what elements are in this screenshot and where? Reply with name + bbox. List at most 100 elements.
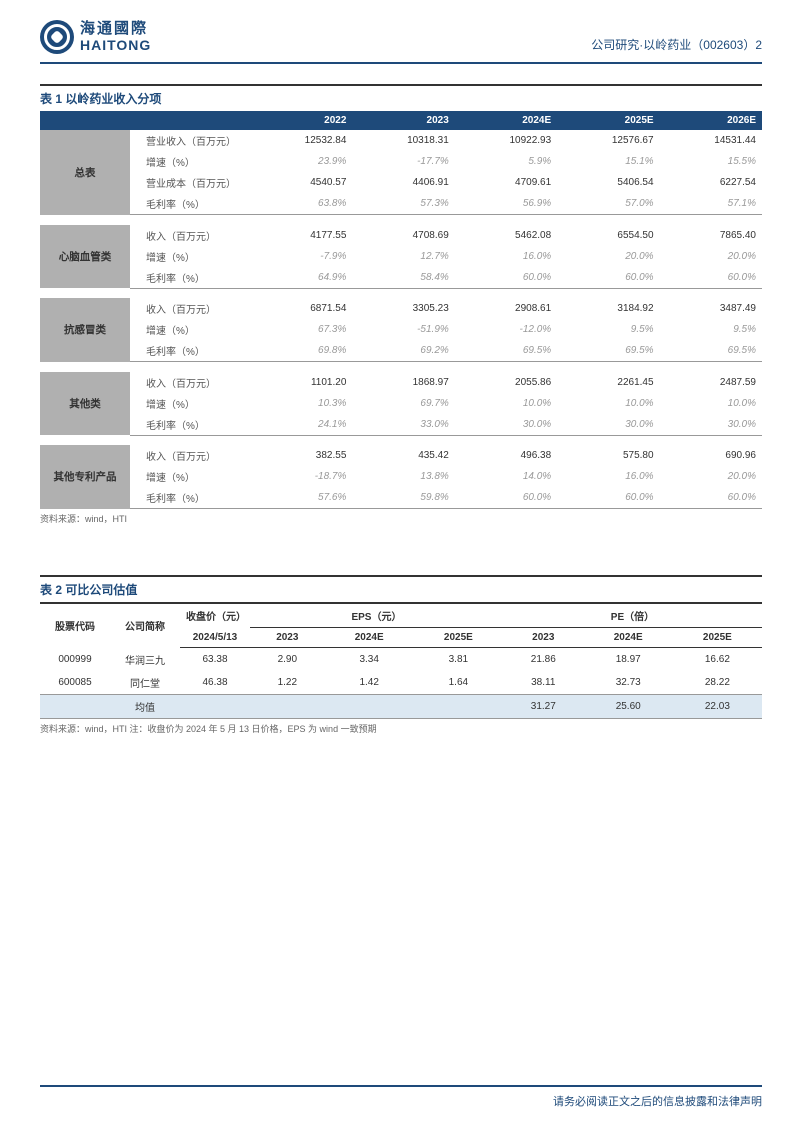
table-row: 000999华润三九63.382.903.343.8121.8618.9716.… (40, 648, 762, 671)
table2-col-name: 公司简称 (110, 603, 180, 648)
table-cell: 3305.23 (352, 298, 454, 319)
table-cell: 13.8% (352, 466, 454, 487)
table1-header-row: 2022 2023 2024E 2025E 2026E (40, 111, 762, 130)
table1-block: 表 1 以岭药业收入分项 2022 2023 2024E 2025E 2026E… (40, 84, 762, 525)
table-cell: 21.86 (503, 648, 584, 671)
table2-block: 表 2 可比公司估值 股票代码 公司简称 收盘价（元） EPS（元） PE（倍）… (40, 575, 762, 735)
table-cell: 4708.69 (352, 225, 454, 246)
table-cell: 1868.97 (352, 372, 454, 393)
table-cell: 18.97 (584, 648, 673, 671)
table-cell (250, 694, 325, 718)
metric-label: 毛利率（%） (130, 193, 250, 215)
table1-col-year: 2022 (250, 111, 352, 130)
table-cell: 69.5% (455, 340, 557, 362)
table-cell: 33.0% (352, 414, 454, 436)
table-cell: 56.9% (455, 193, 557, 215)
table2-group-pe: PE（倍） (503, 603, 762, 628)
table-cell: 1.22 (250, 671, 325, 695)
table-row: 毛利率（%）57.6%59.8%60.0%60.0%60.0% (40, 487, 762, 509)
table-cell: 28.22 (673, 671, 762, 695)
table1-col-year: 2024E (455, 111, 557, 130)
table-cell: 10.0% (557, 393, 659, 414)
table-cell (325, 694, 414, 718)
table-cell: 5462.08 (455, 225, 557, 246)
table-cell: 69.5% (660, 340, 762, 362)
table-cell: 20.0% (660, 246, 762, 267)
table-cell: 60.0% (455, 267, 557, 289)
table-cell: 63.8% (250, 193, 352, 215)
metric-label: 毛利率（%） (130, 487, 250, 509)
table-cell: 4540.57 (250, 172, 352, 193)
table-cell: 16.0% (557, 466, 659, 487)
metric-label: 增速（%） (130, 246, 250, 267)
table-cell: 9.5% (660, 319, 762, 340)
segment-label: 其他类 (40, 372, 130, 436)
segment-label: 总表 (40, 130, 130, 215)
table-row: 毛利率（%）64.9%58.4%60.0%60.0%60.0% (40, 267, 762, 289)
table-cell: 60.0% (455, 487, 557, 509)
table-cell: 3184.92 (557, 298, 659, 319)
table-cell: 1.42 (325, 671, 414, 695)
table-cell: 000999 (40, 648, 110, 671)
table-cell: 2.90 (250, 648, 325, 671)
table-row: 其他类收入（百万元）1101.201868.972055.862261.4524… (40, 372, 762, 393)
table-row: 600085同仁堂46.381.221.421.6438.1132.7328.2… (40, 671, 762, 695)
table-cell (40, 694, 110, 718)
table-cell: 5.9% (455, 151, 557, 172)
table-cell: 2908.61 (455, 298, 557, 319)
table-row: 心脑血管类收入（百万元）4177.554708.695462.086554.50… (40, 225, 762, 246)
table-cell: -7.9% (250, 246, 352, 267)
table-row: 增速（%）67.3%-51.9%-12.0%9.5%9.5% (40, 319, 762, 340)
header-right-text: 公司研究·以岭药业（002603）2 (591, 20, 762, 53)
table-cell: 12576.67 (557, 130, 659, 151)
table-cell: 690.96 (660, 445, 762, 466)
table-cell: 10.0% (660, 393, 762, 414)
table-cell: 华润三九 (110, 648, 180, 671)
segment-label: 其他专利产品 (40, 445, 130, 509)
table-row: 其他专利产品收入（百万元）382.55435.42496.38575.80690… (40, 445, 762, 466)
table-cell: 9.5% (557, 319, 659, 340)
table-cell: 64.9% (250, 267, 352, 289)
logo-block: 海通國際 HAITONG (40, 20, 151, 54)
table-row: 抗感冒类收入（百万元）6871.543305.232908.613184.923… (40, 298, 762, 319)
table-cell: 30.0% (455, 414, 557, 436)
table-cell: 22.03 (673, 694, 762, 718)
table-row: 增速（%）23.9%-17.7%5.9%15.1%15.5% (40, 151, 762, 172)
table2-col-eps: 2024E (325, 628, 414, 648)
table-cell: 23.9% (250, 151, 352, 172)
table2-col-eps: 2023 (250, 628, 325, 648)
table-cell: 382.55 (250, 445, 352, 466)
table2-col-eps: 2025E (414, 628, 503, 648)
table2-col-pe: 2023 (503, 628, 584, 648)
table-cell: 10318.31 (352, 130, 454, 151)
table-cell: 30.0% (557, 414, 659, 436)
table1-col-year: 2023 (352, 111, 454, 130)
table-cell: 6227.54 (660, 172, 762, 193)
metric-label: 增速（%） (130, 393, 250, 414)
table-cell: 496.38 (455, 445, 557, 466)
table-cell: 31.27 (503, 694, 584, 718)
table-row: 毛利率（%）24.1%33.0%30.0%30.0%30.0% (40, 414, 762, 436)
table-cell: 69.8% (250, 340, 352, 362)
table-cell: 6871.54 (250, 298, 352, 319)
metric-label: 收入（百万元） (130, 225, 250, 246)
table-row: 总表营业收入（百万元）12532.8410318.3110922.9312576… (40, 130, 762, 151)
table-cell: 1101.20 (250, 372, 352, 393)
logo-text-en: HAITONG (80, 38, 151, 53)
table-cell: 69.2% (352, 340, 454, 362)
table-cell: 58.4% (352, 267, 454, 289)
table-cell: 600085 (40, 671, 110, 695)
table-row: 增速（%）-18.7%13.8%14.0%16.0%20.0% (40, 466, 762, 487)
table-cell: 57.3% (352, 193, 454, 215)
table-row-average: 均值31.2725.6022.03 (40, 694, 762, 718)
metric-label: 毛利率（%） (130, 414, 250, 436)
table-cell: 3.81 (414, 648, 503, 671)
table-cell: 4406.91 (352, 172, 454, 193)
metric-label: 收入（百万元） (130, 298, 250, 319)
table-cell: 14.0% (455, 466, 557, 487)
table-cell: 12532.84 (250, 130, 352, 151)
table2-header-row1: 股票代码 公司简称 收盘价（元） EPS（元） PE（倍） (40, 603, 762, 628)
table-cell: 60.0% (660, 487, 762, 509)
table-cell: 2261.45 (557, 372, 659, 393)
table-row: 毛利率（%）69.8%69.2%69.5%69.5%69.5% (40, 340, 762, 362)
